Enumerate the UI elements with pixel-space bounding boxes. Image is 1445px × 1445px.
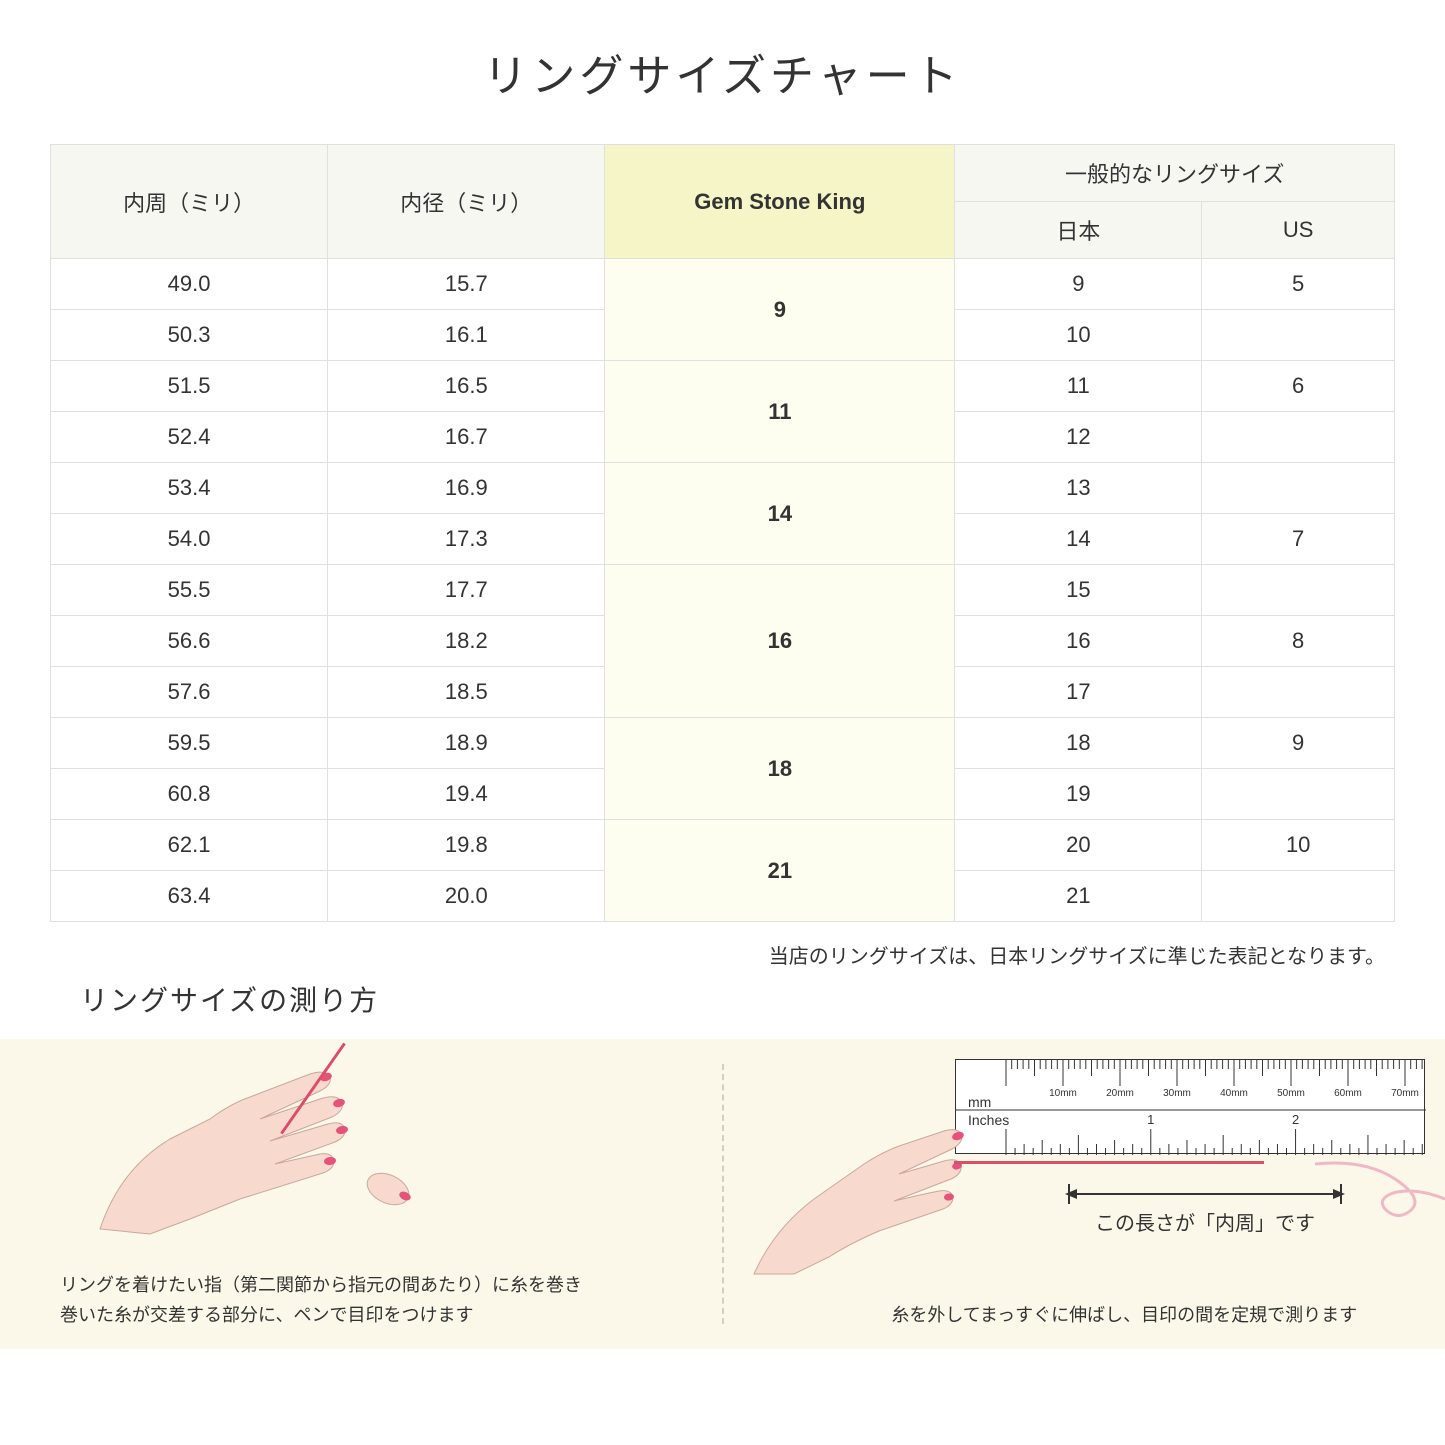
cell-diam: 17.3 [328, 514, 605, 565]
svg-text:70mm: 70mm [1391, 1088, 1419, 1099]
svg-text:1: 1 [1147, 1112, 1154, 1127]
col-circumference: 内周（ミリ） [51, 145, 328, 259]
instructions-panel: リングを着けたい指（第二関節から指元の間あたり）に糸を巻き巻いた糸が交差する部分… [0, 1039, 1445, 1349]
cell-jp: 13 [955, 463, 1202, 514]
cell-gsk: 21 [605, 820, 955, 922]
cell-jp: 16 [955, 616, 1202, 667]
col-japan: 日本 [955, 202, 1202, 259]
cell-jp: 18 [955, 718, 1202, 769]
cell-diam: 17.7 [328, 565, 605, 616]
svg-text:50mm: 50mm [1277, 1088, 1305, 1099]
cell-circ: 54.0 [51, 514, 328, 565]
cell-diam: 15.7 [328, 259, 605, 310]
hand-wrap-illustration [60, 1049, 440, 1249]
table-row: 51.516.511116 [51, 361, 1395, 412]
table-row: 49.015.7995 [51, 259, 1395, 310]
cell-us: 7 [1202, 514, 1395, 565]
cell-gsk: 16 [605, 565, 955, 718]
cell-gsk: 18 [605, 718, 955, 820]
svg-text:40mm: 40mm [1220, 1088, 1248, 1099]
cell-jp: 17 [955, 667, 1202, 718]
cell-circ: 59.5 [51, 718, 328, 769]
col-diameter: 内径（ミリ） [328, 145, 605, 259]
cell-gsk: 14 [605, 463, 955, 565]
cell-jp: 11 [955, 361, 1202, 412]
cell-us [1202, 412, 1395, 463]
cell-us: 8 [1202, 616, 1395, 667]
cell-jp: 10 [955, 310, 1202, 361]
cell-circ: 60.8 [51, 769, 328, 820]
cell-circ: 55.5 [51, 565, 328, 616]
cell-us [1202, 871, 1395, 922]
svg-text:60mm: 60mm [1334, 1088, 1362, 1099]
cell-jp: 12 [955, 412, 1202, 463]
cell-diam: 16.7 [328, 412, 605, 463]
svg-text:10mm: 10mm [1049, 1088, 1077, 1099]
cell-diam: 18.5 [328, 667, 605, 718]
cell-circ: 51.5 [51, 361, 328, 412]
instructions-title: リングサイズの測り方 [80, 979, 1395, 1019]
cell-diam: 16.1 [328, 310, 605, 361]
cell-gsk: 9 [605, 259, 955, 361]
instruction-left-text: リングを着けたい指（第二関節から指元の間あたり）に糸を巻き巻いた糸が交差する部分… [60, 1270, 682, 1331]
cell-circ: 53.4 [51, 463, 328, 514]
cell-circ: 49.0 [51, 259, 328, 310]
measure-label: この長さが「内周」です [1045, 1207, 1365, 1236]
table-row: 59.518.918189 [51, 718, 1395, 769]
cell-diam: 18.9 [328, 718, 605, 769]
cell-jp: 15 [955, 565, 1202, 616]
cell-us [1202, 463, 1395, 514]
col-general: 一般的なリングサイズ [955, 145, 1395, 202]
cell-circ: 50.3 [51, 310, 328, 361]
instruction-right-text: 糸を外してまっすぐに伸ばし、目印の間を定規で測ります [844, 1300, 1406, 1331]
cell-diam: 16.9 [328, 463, 605, 514]
table-row: 62.119.8212010 [51, 820, 1395, 871]
cell-us [1202, 565, 1395, 616]
cell-diam: 19.4 [328, 769, 605, 820]
cell-gsk: 11 [605, 361, 955, 463]
cell-jp: 14 [955, 514, 1202, 565]
col-gsk: Gem Stone King [605, 145, 955, 259]
svg-text:20mm: 20mm [1106, 1088, 1134, 1099]
instruction-step-1: リングを着けたい指（第二関節から指元の間あたり）に糸を巻き巻いた糸が交差する部分… [0, 1039, 722, 1349]
cell-diam: 20.0 [328, 871, 605, 922]
thread-straight-icon [954, 1161, 1264, 1164]
instruction-step-2: 10mm20mm30mm40mm50mm60mm70mm 12 mm Inche… [724, 1039, 1445, 1349]
cell-circ: 63.4 [51, 871, 328, 922]
cell-jp: 21 [955, 871, 1202, 922]
measure-arrow-icon [1065, 1184, 1345, 1204]
ring-size-table: 内周（ミリ） 内径（ミリ） Gem Stone King 一般的なリングサイズ … [50, 144, 1395, 922]
cell-us [1202, 310, 1395, 361]
cell-us [1202, 667, 1395, 718]
cell-us: 6 [1202, 361, 1395, 412]
hand-measure-illustration [744, 1119, 984, 1279]
cell-diam: 16.5 [328, 361, 605, 412]
page-title: リングサイズチャート [50, 40, 1395, 104]
cell-us: 10 [1202, 820, 1395, 871]
table-note: 当店のリングサイズは、日本リングサイズに準じた表記となります。 [50, 940, 1395, 969]
cell-us: 9 [1202, 718, 1395, 769]
svg-text:30mm: 30mm [1163, 1088, 1191, 1099]
cell-circ: 57.6 [51, 667, 328, 718]
cell-jp: 9 [955, 259, 1202, 310]
cell-circ: 52.4 [51, 412, 328, 463]
svg-text:2: 2 [1292, 1112, 1299, 1127]
cell-us [1202, 769, 1395, 820]
table-row: 53.416.91413 [51, 463, 1395, 514]
cell-circ: 56.6 [51, 616, 328, 667]
cell-us: 5 [1202, 259, 1395, 310]
col-us: US [1202, 202, 1395, 259]
cell-diam: 19.8 [328, 820, 605, 871]
ruler-mm-label: mm [968, 1094, 991, 1110]
cell-jp: 20 [955, 820, 1202, 871]
cell-jp: 19 [955, 769, 1202, 820]
ruler-illustration: 10mm20mm30mm40mm50mm60mm70mm 12 mm Inche… [955, 1059, 1425, 1154]
cell-circ: 62.1 [51, 820, 328, 871]
cell-diam: 18.2 [328, 616, 605, 667]
table-row: 55.517.71615 [51, 565, 1395, 616]
